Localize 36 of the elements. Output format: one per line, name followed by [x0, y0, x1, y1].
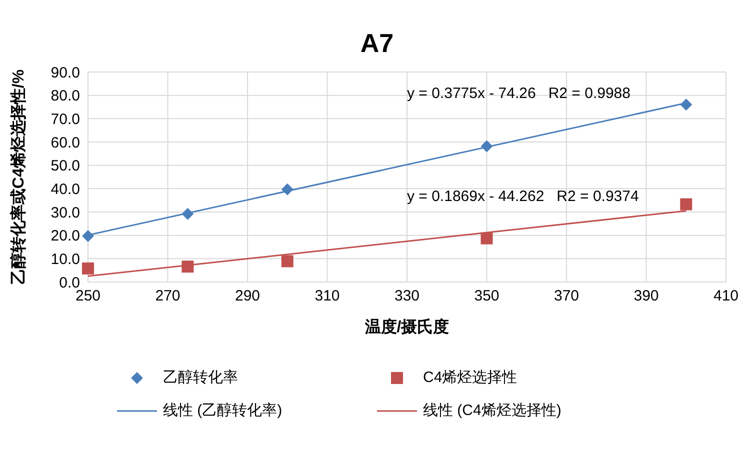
- x-tick-label: 390: [634, 288, 659, 305]
- x-tick-label: 310: [314, 288, 340, 305]
- chart-title: A7: [359, 27, 395, 60]
- x-tick-label: 370: [554, 288, 580, 305]
- y-tick-label: 60.0: [50, 134, 80, 152]
- point: [82, 230, 94, 242]
- point: [281, 255, 294, 268]
- point: [182, 208, 194, 220]
- point: [82, 262, 94, 274]
- point: [480, 232, 493, 244]
- legend-label: 乙醇转化率: [163, 368, 238, 387]
- x-tick-label: 290: [234, 288, 260, 305]
- y-tick-label: 50.0: [50, 158, 80, 175]
- legend-label: C4烯烃选择性: [423, 368, 518, 387]
- x-tick-label: 410: [713, 288, 739, 305]
- point: [182, 260, 194, 273]
- point: [480, 140, 493, 152]
- y-tick-label: 90.0: [50, 64, 80, 82]
- annotation: y = 0.3775x - 74.26 R2 = 0.9988: [407, 85, 630, 102]
- y-tick-label: 40.0: [50, 180, 80, 198]
- y-tick-label: 30.0: [50, 204, 80, 222]
- legend-label: 线性 (乙醇转化率): [163, 401, 282, 420]
- x-tick-label: 330: [394, 288, 420, 305]
- y-tick-label: 20.0: [50, 228, 80, 245]
- y-tick-label: 80.0: [50, 88, 80, 105]
- point: [281, 183, 294, 196]
- y-tick-label: 70.0: [50, 110, 80, 128]
- legend-label: 线性 (C4烯烃选择性): [423, 401, 562, 420]
- x-tick-label: 350: [474, 288, 500, 305]
- y-axis-title: 乙醇转化率或C4烯烃选择性/%: [8, 69, 28, 285]
- y-tick-label: 10.0: [50, 250, 80, 268]
- x-axis-title: 温度/摄氏度: [364, 317, 450, 336]
- point: [680, 198, 692, 210]
- x-tick-label: 270: [155, 288, 180, 305]
- annotation: y = 0.1869x - 44.262 R2 = 0.9374: [407, 188, 639, 205]
- point: [680, 98, 692, 111]
